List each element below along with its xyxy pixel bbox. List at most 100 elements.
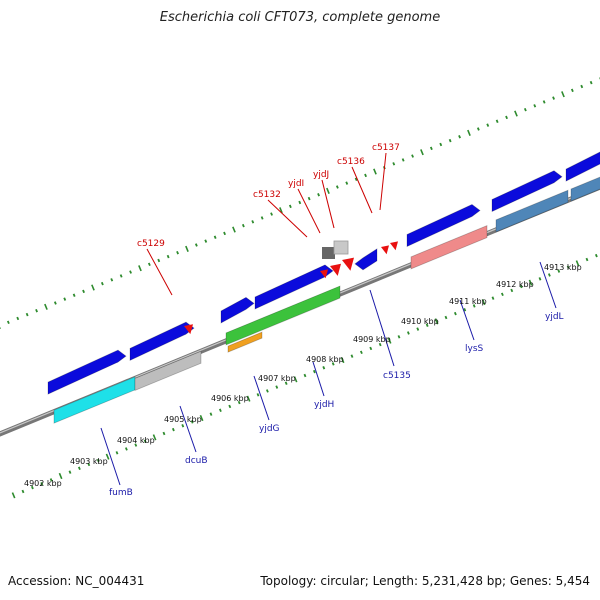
inner-ruler-tick xyxy=(322,366,326,370)
inner-ruler-tick xyxy=(152,434,157,441)
outer-ruler-tick xyxy=(53,301,57,305)
inner-ruler-tick xyxy=(143,439,147,443)
kbp-label-4908: 4908 kbp xyxy=(306,355,344,364)
inner-ruler-tick xyxy=(87,462,91,467)
outer-ruler-tick xyxy=(420,149,424,156)
leader-c5132 xyxy=(267,199,308,238)
inner-ruler-tick xyxy=(566,265,570,269)
outer-ruler-tick xyxy=(335,185,339,189)
inner-ruler-tick xyxy=(378,342,382,347)
gene-blue-7 xyxy=(565,151,600,182)
outer-ruler-tick xyxy=(288,204,292,209)
gene-blue-5 xyxy=(406,204,481,248)
outer-ruler-tick xyxy=(307,196,311,201)
inner-ruler-tick xyxy=(171,427,175,432)
outer-ruler-tick xyxy=(72,293,76,297)
kbp-label-4905: 4905 kbp xyxy=(164,415,202,424)
inner-ruler-tick xyxy=(538,277,542,281)
kbp-label-4904: 4904 kbp xyxy=(117,436,155,445)
inner-ruler-tick xyxy=(594,253,598,258)
outer-ruler-tick xyxy=(147,262,151,267)
gene-lysS xyxy=(410,224,488,270)
pseudogene-c5134 xyxy=(342,257,354,271)
label-yjdL: yjdL xyxy=(545,312,564,322)
outer-ruler-tick xyxy=(354,177,358,182)
inner-ruler-tick xyxy=(434,318,439,325)
gene-blue-1 xyxy=(47,349,127,395)
outer-ruler-tick xyxy=(185,245,189,252)
gene-blue-2 xyxy=(129,321,195,362)
label-c5132: c5132 xyxy=(253,190,281,200)
label-c5137: c5137 xyxy=(372,143,400,153)
outer-ruler-tick xyxy=(364,173,367,178)
label-c5135: c5135 xyxy=(383,371,411,381)
outer-ruler-tick xyxy=(514,110,518,117)
inner-ruler-tick xyxy=(40,482,44,486)
outer-ruler-tick xyxy=(401,158,405,162)
leader-fumB xyxy=(100,427,121,486)
inner-ruler-tick xyxy=(209,412,213,416)
gene-blue-c5135 xyxy=(354,248,378,271)
outer-ruler-tick xyxy=(204,239,208,243)
gene-blue-3 xyxy=(220,296,255,324)
outer-ruler-tick xyxy=(44,303,48,310)
pseudogene-c5136 xyxy=(381,245,389,255)
inner-ruler-tick xyxy=(331,362,335,366)
inner-ruler-tick xyxy=(162,431,166,436)
outer-ruler-tick xyxy=(580,84,584,89)
outer-ruler-tick xyxy=(533,104,537,108)
gene-dcuB xyxy=(134,350,202,391)
outer-ruler-tick xyxy=(458,135,461,139)
kbp-label-4906: 4906 kbp xyxy=(211,394,249,403)
inner-ruler-tick xyxy=(350,354,354,358)
outer-ruler-tick xyxy=(589,80,593,85)
inner-ruler-tick xyxy=(453,311,457,316)
outer-ruler-tick xyxy=(495,119,499,124)
outer-ruler-tick xyxy=(232,226,236,233)
inner-ruler-tick xyxy=(510,288,514,293)
outer-ruler-tick xyxy=(570,88,574,93)
genome-summary-text: Topology: circular; Length: 5,231,428 bp… xyxy=(260,574,590,588)
kbp-label-4911: 4911 kbp xyxy=(449,297,487,306)
inner-ruler-tick xyxy=(547,273,551,277)
outer-ruler-tick xyxy=(16,316,20,321)
leader-c5136 xyxy=(351,166,373,214)
inner-ruler-tick xyxy=(228,404,232,409)
outer-ruler-tick xyxy=(392,162,396,166)
outer-ruler-tick xyxy=(345,181,349,185)
leader-yjdI xyxy=(297,188,321,234)
accession-text: Accession: NC_004431 xyxy=(8,574,145,588)
gene-yjdL-2 xyxy=(570,176,600,202)
outer-ruler-tick xyxy=(35,308,38,313)
genes xyxy=(47,151,600,424)
leader-lysS xyxy=(459,299,475,341)
outer-ruler-tick xyxy=(448,138,452,143)
leader-yjdH xyxy=(312,361,325,397)
label-c5136: c5136 xyxy=(337,157,365,167)
pseudogene-c5129 xyxy=(184,324,193,335)
inner-ruler-tick xyxy=(218,408,222,413)
inner-ruler-tick xyxy=(275,385,279,389)
outer-ruler-tick xyxy=(91,284,95,291)
kbp-label-4907: 4907 kbp xyxy=(258,374,296,383)
label-yjdJ: yjdJ xyxy=(313,170,329,180)
outer-ruler-tick xyxy=(326,187,330,194)
inner-ruler-tick xyxy=(340,356,345,364)
inner-ruler-tick xyxy=(246,395,251,402)
kbp-label-4910: 4910 kbp xyxy=(401,317,439,326)
outer-ruler-tick xyxy=(467,129,471,136)
outer-ruler-tick xyxy=(317,193,320,197)
leader-c5135 xyxy=(369,289,395,367)
inner-ruler-tick xyxy=(387,337,392,344)
leader-yjdL xyxy=(539,261,557,309)
outer-ruler-tick xyxy=(505,115,508,120)
outer-ruler-tick xyxy=(138,265,142,272)
inner-ruler-tick xyxy=(124,447,128,451)
inner-ruler-tick xyxy=(181,424,185,428)
inner-ruler-tick xyxy=(134,443,138,447)
inner-ruler-tick xyxy=(30,485,34,490)
inner-ruler-tick xyxy=(557,269,561,273)
label-yjdI: yjdI xyxy=(288,179,304,189)
inner-ruler-tick xyxy=(199,414,204,422)
outer-ruler-tick xyxy=(411,154,414,158)
